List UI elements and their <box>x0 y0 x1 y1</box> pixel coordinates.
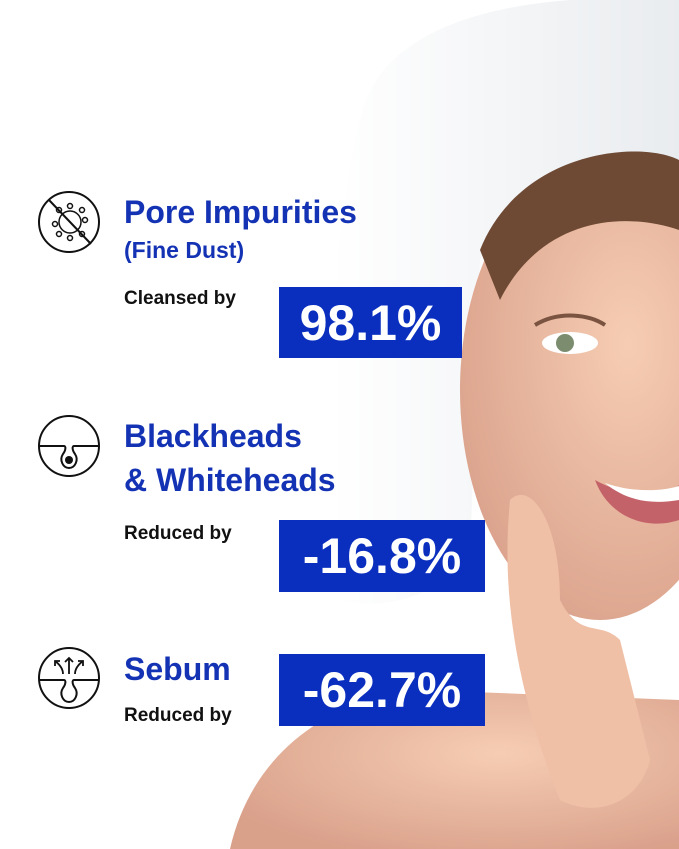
claim-title: Sebum <box>124 651 231 687</box>
claim-label: Reduced by <box>124 705 232 726</box>
claim-value-badge: -62.7% <box>279 654 485 726</box>
claim-value-badge: -16.8% <box>279 520 485 592</box>
claim-label: Cleansed by <box>124 288 236 309</box>
blackhead-pore-icon <box>38 415 100 477</box>
claim-subtitle: (Fine Dust) <box>124 237 245 263</box>
sebum-pore-icon <box>38 647 100 709</box>
claim-label: Reduced by <box>124 523 232 544</box>
virus-crossed-icon <box>38 191 100 253</box>
claim-title-line1: Blackheads <box>124 418 302 454</box>
claim-title-line2: & Whiteheads <box>124 462 336 498</box>
claim-value-badge: 98.1% <box>279 287 462 358</box>
claim-title: Pore Impurities <box>124 194 357 230</box>
